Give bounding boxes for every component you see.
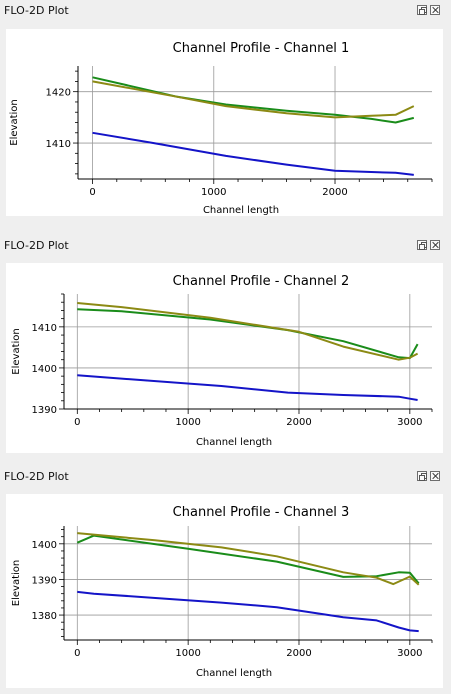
plot-area: 0 1000 2000 3000 1380 1390 1400 Channel Profile… [6,494,443,688]
chart-title: Channel Profile - Channel 1 [173,41,350,56]
x-tick-label: 1000 [201,187,226,198]
dock-title: FLO-2D Plot [4,470,69,483]
series-line-blue [92,131,414,176]
x-tick-label: 2000 [322,187,347,198]
dock-titlebar[interactable]: FLO-2D Plot [0,0,451,22]
close-icon[interactable] [430,471,440,481]
y-tick-label: 1420 [46,88,71,99]
plot-dock-2: FLO-2D Plot 0 1000 2000 3000 1390 1400 1410 Cha… [0,235,451,460]
x-axis-label: Channel length [196,437,272,448]
x-tick-label: 2000 [286,417,311,428]
x-axis-label: Channel length [203,205,279,216]
y-tick-label: 1410 [46,139,71,150]
x-tick-label: 0 [89,187,95,198]
series-line-blue [77,374,418,401]
x-tick-label: 3000 [397,648,422,659]
x-tick-label: 3000 [397,417,422,428]
dock-titlebar[interactable]: FLO-2D Plot [0,466,451,488]
series-line-olive [77,532,420,586]
series-line-green [77,308,419,360]
x-tick-label: 0 [74,648,80,659]
x-tick-label: 2000 [286,648,311,659]
x-tick-label: 1000 [175,417,200,428]
chart-title: Channel Profile - Channel 3 [173,505,350,520]
y-tick-label: 1380 [32,611,57,622]
y-axis-label: Elevation [9,99,20,145]
channel-profile-chart-3: 0 1000 2000 3000 1380 1390 1400 Channel Profile… [11,505,433,679]
series-line-olive [77,302,419,361]
dock-title: FLO-2D Plot [4,4,69,17]
y-tick-label: 1410 [32,323,57,334]
close-icon[interactable] [430,5,440,15]
channel-profile-chart-1: 0 1000 2000 1410 1420 Channel Profile - Chann… [9,41,433,216]
y-axis-label: Elevation [11,560,22,606]
plot-dock-1: FLO-2D Plot 0 1000 2000 1410 1420 Channel Pro… [0,0,451,229]
plot-area: 0 1000 2000 1410 1420 Channel Profile - Chann… [6,29,443,216]
x-tick-label: 0 [74,417,80,428]
plot-dock-3: FLO-2D Plot 0 1000 2000 3000 1380 1390 1400 Cha… [0,466,451,694]
series-line-blue [77,590,419,633]
chart-title: Channel Profile - Channel 2 [173,274,350,289]
plot-area: 0 1000 2000 3000 1390 1400 1410 Channel Profile… [6,263,443,453]
y-tick-label: 1400 [32,364,57,375]
y-tick-label: 1390 [32,405,57,416]
series-line-green [76,534,420,585]
x-tick-label: 1000 [175,648,200,659]
x-axis-label: Channel length [196,668,272,679]
float-icon[interactable] [417,5,427,15]
float-icon[interactable] [417,240,427,250]
dock-title: FLO-2D Plot [4,239,69,252]
series-line-olive [92,80,415,119]
close-icon[interactable] [430,240,440,250]
channel-profile-chart-2: 0 1000 2000 3000 1390 1400 1410 Channel Profile… [11,274,433,448]
y-axis-label: Elevation [11,328,22,374]
y-tick-label: 1390 [32,575,57,586]
y-tick-label: 1400 [32,540,57,551]
float-icon[interactable] [417,471,427,481]
dock-titlebar[interactable]: FLO-2D Plot [0,235,451,257]
